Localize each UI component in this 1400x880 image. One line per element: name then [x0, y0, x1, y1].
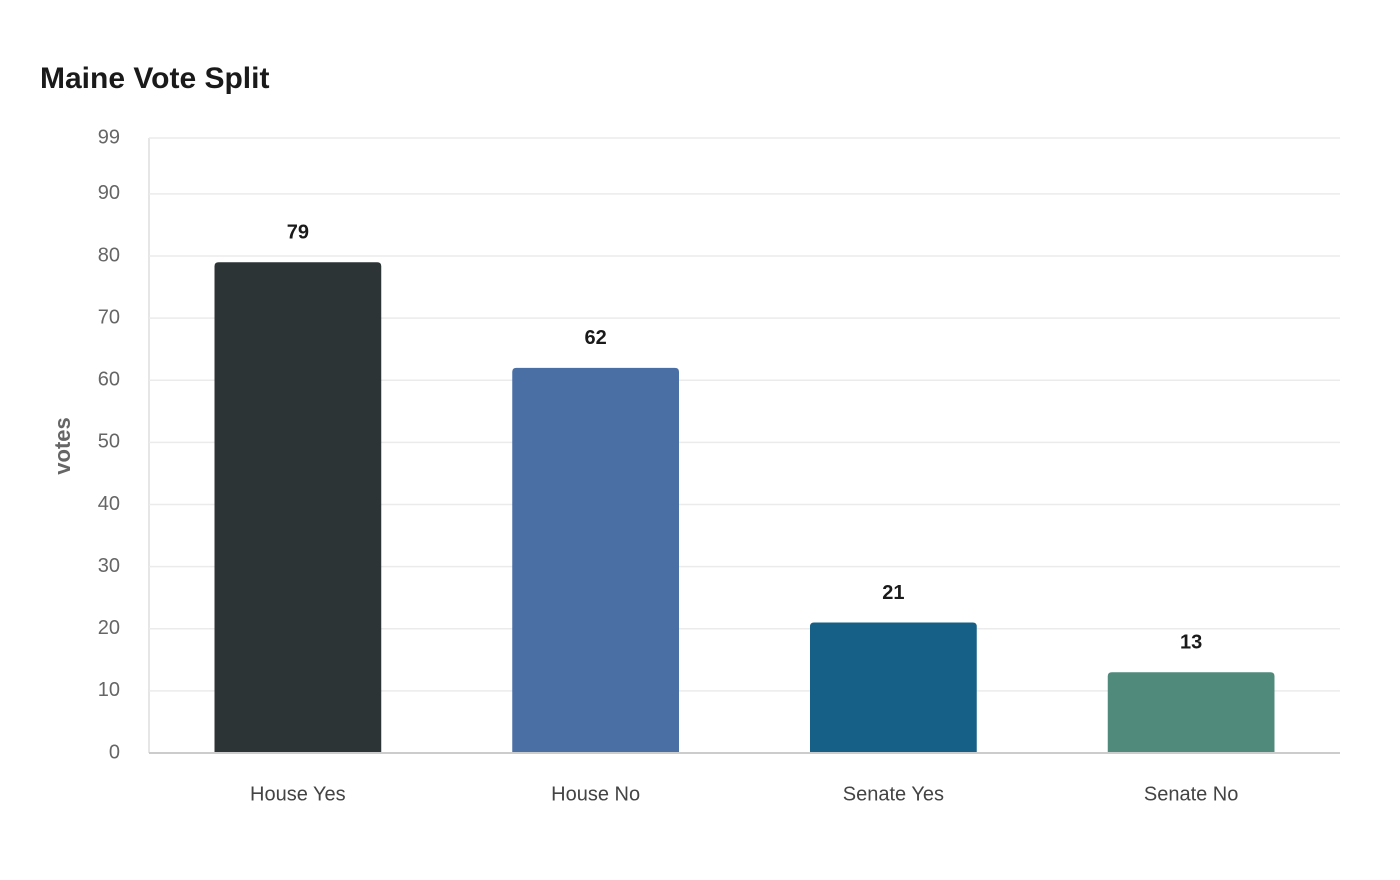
x-tick-label: Senate Yes [843, 783, 944, 805]
y-tick-label: 40 [98, 493, 120, 515]
y-tick-label: 20 [98, 617, 120, 639]
y-tick-label: 90 [98, 182, 120, 204]
y-tick-label: 0 [109, 741, 120, 763]
data-label: 13 [1180, 632, 1202, 654]
y-tick-label: 30 [98, 555, 120, 577]
y-tick-label: 10 [98, 679, 120, 701]
y-tick-label: 70 [98, 306, 120, 328]
y-axis-label: votes [50, 417, 75, 474]
y-tick-label: 50 [98, 431, 120, 453]
data-label: 62 [585, 327, 607, 349]
bar [214, 262, 382, 753]
chart-title: Maine Vote Split [40, 62, 269, 95]
bar [1107, 672, 1275, 753]
bar [810, 622, 977, 753]
y-tick-label: 99 [98, 126, 120, 148]
y-tick-label: 80 [98, 244, 120, 266]
x-tick-label: House No [551, 783, 640, 805]
x-tick-label: House Yes [250, 783, 346, 805]
x-tick-label: Senate No [1144, 783, 1239, 805]
y-tick-label: 60 [98, 369, 120, 391]
data-label: 79 [287, 222, 309, 244]
bar [512, 367, 679, 753]
data-label: 21 [882, 582, 904, 604]
